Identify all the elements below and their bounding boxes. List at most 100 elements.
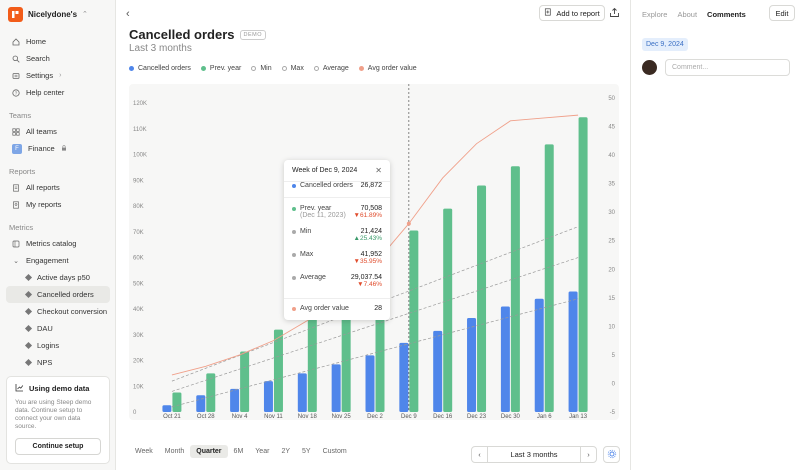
tab-about[interactable]: About <box>677 10 698 19</box>
bar-cancelled-orders[interactable] <box>467 318 477 412</box>
tooltip-value: 29,037.54 <box>350 274 382 281</box>
sidebar-item-all-reports[interactable]: All reports <box>6 179 110 196</box>
bar-cancelled-orders[interactable] <box>230 388 240 412</box>
tooltip-change: ▼7.46% <box>357 281 382 288</box>
metric-item-cancelled-orders[interactable]: Cancelled orders <box>6 286 110 303</box>
legend-average[interactable]: Average <box>313 65 349 72</box>
bar-cancelled-orders[interactable] <box>365 355 375 412</box>
bar-cancelled-orders[interactable] <box>500 306 510 412</box>
add-to-report-button[interactable]: Add to report <box>539 5 605 21</box>
chevron-left-icon[interactable]: ‹ <box>472 447 488 462</box>
tooltip-row-cancelled: Cancelled orders 26,872 <box>292 182 382 189</box>
bar-cancelled-orders[interactable] <box>196 395 206 412</box>
metric-diamond-icon <box>24 324 33 333</box>
bar-cancelled-orders[interactable] <box>162 405 172 412</box>
metric-item-logins[interactable]: Logins <box>6 337 110 354</box>
bar-prev-year[interactable] <box>240 351 250 412</box>
bar-prev-year[interactable] <box>206 373 216 412</box>
sidebar-item-search[interactable]: Search <box>6 50 110 67</box>
metric-item-checkout-conversion[interactable]: Checkout conversion <box>6 303 110 320</box>
bar-prev-year[interactable] <box>307 309 317 412</box>
metric-item-dau[interactable]: DAU <box>6 320 110 337</box>
x-tick-label: Dec 16 <box>433 414 453 420</box>
metric-item-active-days[interactable]: Active days p50 <box>6 269 110 286</box>
demo-tag: DEMO <box>239 29 266 40</box>
range-5y[interactable]: 5Y <box>302 448 311 455</box>
range-quarter[interactable]: Quarter <box>190 445 228 458</box>
legend-cancelled-orders[interactable]: Cancelled orders <box>129 65 191 72</box>
chevron-right-icon[interactable]: › <box>579 447 596 462</box>
range-month[interactable]: Month <box>164 448 185 455</box>
chart-settings-button[interactable] <box>603 446 620 463</box>
range-year[interactable]: Year <box>255 448 270 455</box>
sidebar-item-home[interactable]: Home <box>6 33 110 50</box>
y-left-tick-label: 20K <box>133 359 144 365</box>
bar-prev-year[interactable] <box>409 230 419 412</box>
avatar <box>642 60 657 75</box>
bar-cancelled-orders[interactable] <box>297 373 307 412</box>
y-right-tick-label: 45 <box>608 125 615 131</box>
sidebar-item-my-reports[interactable]: My reports <box>6 196 110 213</box>
close-icon[interactable]: ✕ <box>375 166 382 175</box>
tooltip-row-prev-year: Prev. year (Dec 11, 2023) 70,508 ▼61.89% <box>292 205 382 219</box>
y-left-tick-label: 60K <box>133 256 144 262</box>
workspace-name: Nicelydone's <box>28 9 78 19</box>
metric-item-nps[interactable]: NPS <box>6 354 110 371</box>
legend-label: Min <box>260 65 272 72</box>
tooltip-change: ▼61.89% <box>353 212 382 219</box>
sidebar-item-metrics-catalog[interactable]: Metrics catalog <box>6 235 110 252</box>
legend-avg-order-value[interactable]: Avg order value <box>358 65 417 72</box>
back-arrow-icon[interactable]: ‹ <box>126 8 130 20</box>
bar-prev-year[interactable] <box>443 208 453 412</box>
sidebar-item-all-teams[interactable]: All teams <box>6 123 110 140</box>
y-left-tick-label: 80K <box>133 204 144 210</box>
sidebar-item-engagement[interactable]: ⌄ Engagement <box>6 252 110 269</box>
bar-cancelled-orders[interactable] <box>433 330 443 412</box>
sidebar-item-finance[interactable]: F Finance <box>6 140 110 157</box>
y-right-tick-label: 40 <box>608 153 615 159</box>
bar-prev-year[interactable] <box>544 144 554 412</box>
continue-setup-button[interactable]: Continue setup <box>15 438 101 455</box>
legend-max[interactable]: Max <box>281 65 304 72</box>
sidebar-item-label: Active days p50 <box>37 273 90 282</box>
sidebar: Nicelydone's ⌃ Home Search Settings › ? … <box>0 0 116 470</box>
comment-input[interactable]: Comment... <box>665 59 790 76</box>
tab-explore[interactable]: Explore <box>642 10 668 19</box>
bar-cancelled-orders[interactable] <box>534 298 544 412</box>
bar-prev-year[interactable] <box>172 392 182 412</box>
tab-comments[interactable]: Comments <box>707 10 746 19</box>
cancelled-orders-chart[interactable]: 120K 110K 100K 90K 80K 70K 60K 50K 40K 30K 20K 10K 0… <box>129 84 619 420</box>
range-6m[interactable]: 6M <box>233 448 244 455</box>
metric-diamond-icon <box>24 307 33 316</box>
bar-cancelled-orders[interactable] <box>263 381 273 412</box>
bar-cancelled-orders[interactable] <box>331 364 341 412</box>
edit-button[interactable]: Edit <box>769 5 795 21</box>
period-label[interactable]: Last 3 months <box>510 450 558 459</box>
tooltip-change-value: 25.43% <box>359 235 382 242</box>
demo-data-card: Using demo data You are using Steep demo… <box>6 376 110 464</box>
range-2y[interactable]: 2Y <box>281 448 290 455</box>
bar-cancelled-orders[interactable] <box>568 291 578 412</box>
y-left-tick-label: 120K <box>133 101 147 107</box>
main-nav: Home Search Settings › ? Help center Tea… <box>6 33 110 371</box>
range-custom[interactable]: Custom <box>322 448 347 455</box>
workspace-switcher[interactable]: Nicelydone's ⌃ <box>8 6 88 22</box>
tooltip-label: Avg order value <box>300 305 349 312</box>
range-week[interactable]: Week <box>135 448 153 455</box>
share-icon[interactable] <box>609 7 621 19</box>
tooltip-value: 41,952 <box>360 251 382 258</box>
sidebar-item-help[interactable]: ? Help center <box>6 84 110 101</box>
bar-prev-year[interactable] <box>273 329 283 412</box>
legend-label: Avg order value <box>367 65 417 72</box>
bar-prev-year[interactable] <box>510 166 520 412</box>
bar-prev-year[interactable] <box>578 117 588 412</box>
y-right-tick-label: 0 <box>612 381 616 387</box>
bar-prev-year[interactable] <box>477 185 487 412</box>
sidebar-item-label: Metrics catalog <box>26 239 77 248</box>
legend-min[interactable]: Min <box>251 65 272 72</box>
chevron-right-icon: › <box>59 72 62 79</box>
comment-date-chip[interactable]: Dec 9, 2024 <box>642 38 688 51</box>
bar-cancelled-orders[interactable] <box>399 342 409 412</box>
sidebar-item-settings[interactable]: Settings › <box>6 67 110 84</box>
legend-prev-year[interactable]: Prev. year <box>200 65 241 72</box>
